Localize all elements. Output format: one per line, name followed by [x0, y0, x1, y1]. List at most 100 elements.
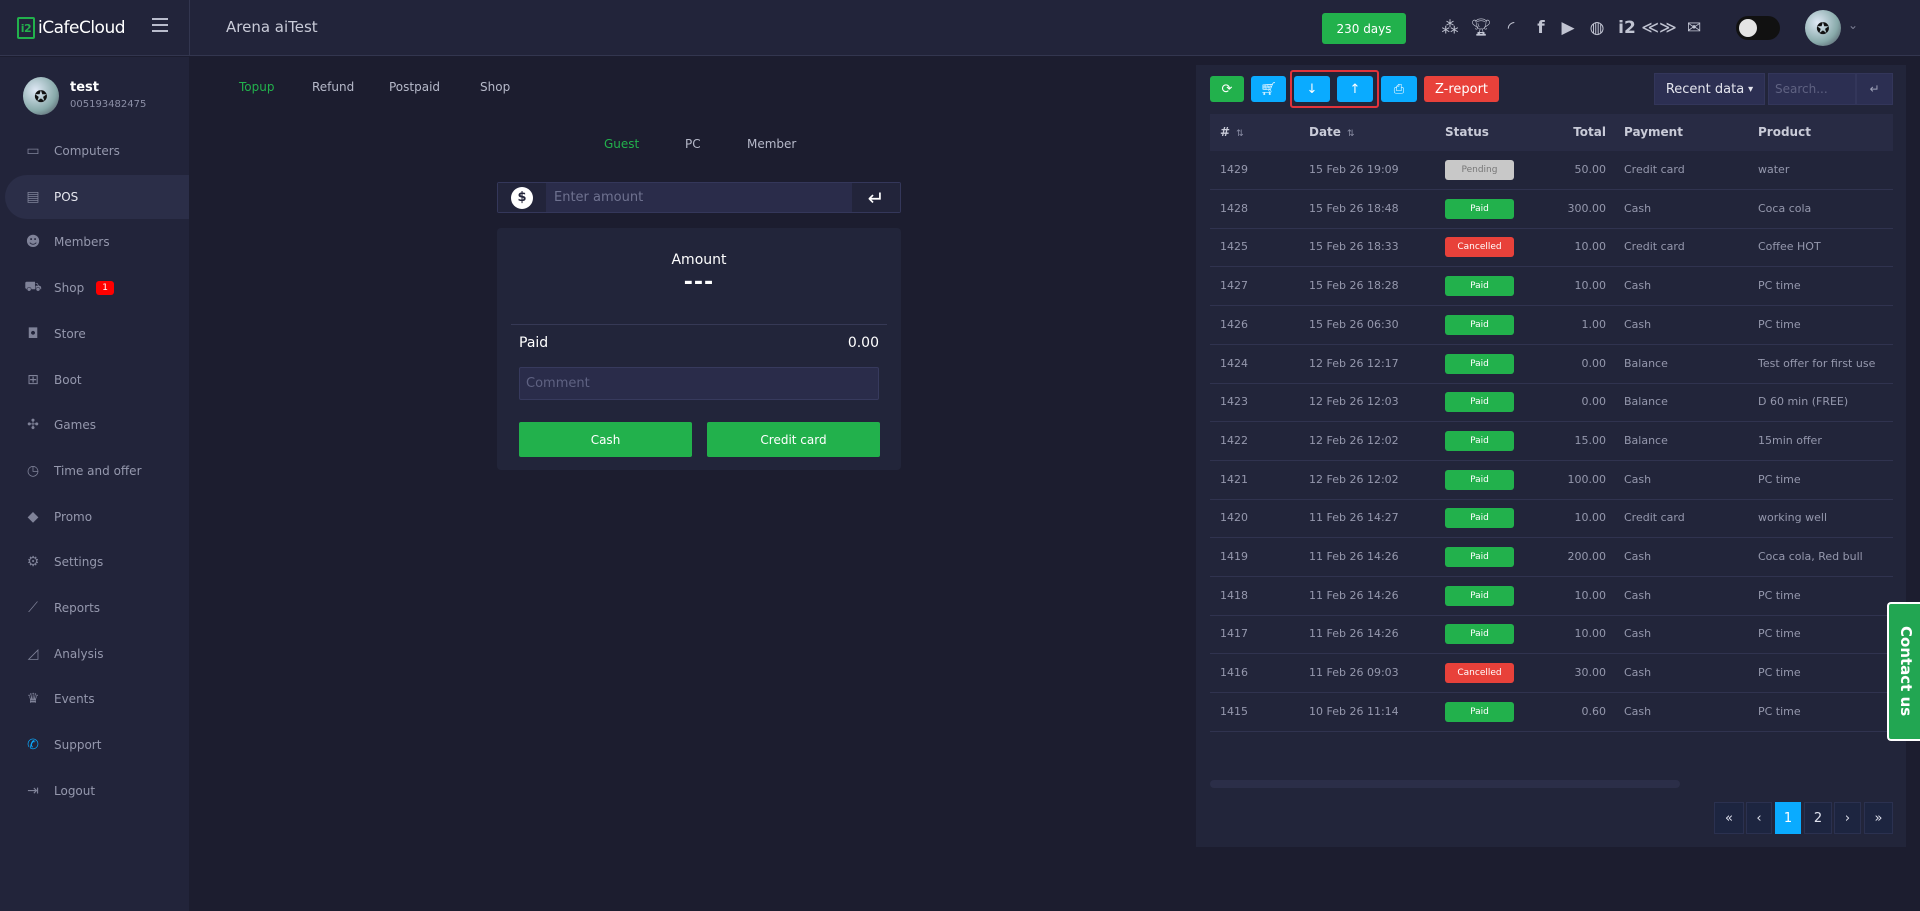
z-report-button[interactable]: Z-report [1424, 76, 1499, 102]
search-input[interactable] [1768, 73, 1856, 105]
print-button[interactable]: ⎙ [1381, 76, 1417, 102]
sidebar-item-support[interactable]: ✆ Support [5, 723, 189, 767]
status-badge: Paid [1445, 314, 1514, 335]
order-total: 10.00 [1574, 511, 1607, 525]
license-days-button[interactable]: 230 days [1322, 13, 1406, 44]
table-row[interactable]: 1424 12 Feb 26 12:17 Paid 0.00 Balance T… [1210, 345, 1893, 384]
page-first[interactable]: « [1714, 802, 1744, 834]
table-row[interactable]: 1428 15 Feb 26 18:48 Paid 300.00 Cash Co… [1210, 190, 1893, 229]
tab-topup[interactable]: Topup [239, 80, 275, 94]
table-row[interactable]: 1423 12 Feb 26 12:03 Paid 0.00 Balance D… [1210, 383, 1893, 423]
subtab-pc[interactable]: PC [685, 137, 701, 151]
sidebar-item-pos[interactable]: ▤ POS [5, 174, 189, 219]
globe-icon[interactable]: ◍ [1589, 18, 1605, 38]
sidebar-item-reports[interactable]: ⟋ Reports [5, 586, 189, 630]
order-date: 15 Feb 26 18:33 [1309, 240, 1399, 254]
sort-icon: ⇅ [1236, 129, 1244, 139]
menu-toggle-icon[interactable] [152, 18, 168, 32]
order-total: 100.00 [1567, 472, 1607, 486]
table-row[interactable]: 1415 10 Feb 26 11:14 Paid 0.60 Cash PC t… [1210, 693, 1893, 732]
cart-button[interactable]: 🛒︎ [1251, 76, 1286, 102]
refresh-button[interactable]: ⟳ [1210, 76, 1244, 102]
sidebar-item-games[interactable]: ✣ Games [5, 403, 189, 447]
page-2[interactable]: 2 [1804, 802, 1832, 834]
table-row[interactable]: 1421 12 Feb 26 12:02 Paid 100.00 Cash PC… [1210, 461, 1893, 500]
sidebar-item-shop[interactable]: ⛟ Shop 1 [5, 266, 189, 310]
search-enter-icon[interactable]: ↵ [1856, 73, 1893, 105]
import-button[interactable]: ↓ [1294, 76, 1330, 102]
credit-card-button[interactable]: Credit card [707, 422, 880, 457]
horizontal-scrollbar[interactable] [1210, 780, 1680, 788]
subtab-guest[interactable]: Guest [604, 137, 640, 151]
table-row[interactable]: 1425 15 Feb 26 18:33 Cancelled 10.00 Cre… [1210, 228, 1893, 268]
sidebar-item-promo[interactable]: ◆ Promo [5, 495, 189, 539]
table-row[interactable]: 1419 11 Feb 26 14:26 Paid 200.00 Cash Co… [1210, 538, 1893, 577]
subtab-member[interactable]: Member [747, 137, 797, 151]
order-product: PC time [1758, 317, 1801, 331]
export-button[interactable]: ↑ [1337, 76, 1373, 102]
logo[interactable]: i2 iCafeCloud [17, 16, 126, 40]
comment-input[interactable] [519, 367, 879, 400]
sidebar-item-members[interactable]: ☻ Members [5, 220, 189, 264]
sidebar-item-settings[interactable]: ⚙ Settings [5, 540, 189, 584]
order-product: PC time [1758, 666, 1801, 680]
leaderboard-icon[interactable]: ⁂ [1441, 18, 1459, 38]
order-date: 15 Feb 26 18:28 [1309, 279, 1399, 293]
youtube-icon[interactable]: ▶ [1561, 18, 1575, 38]
order-date: 11 Feb 26 09:03 [1309, 666, 1399, 680]
dollar-icon: $ [498, 183, 546, 212]
column-payment: Payment [1624, 125, 1683, 139]
page-next[interactable]: › [1834, 802, 1861, 834]
order-date: 15 Feb 26 19:09 [1309, 163, 1399, 176]
range-select[interactable]: Recent data ▾ [1654, 73, 1765, 105]
page-prev[interactable]: ‹ [1746, 802, 1772, 834]
cash-register-icon: ▤ [26, 188, 40, 205]
cash-button[interactable]: Cash [519, 422, 692, 457]
page-last[interactable]: » [1864, 802, 1893, 834]
sidebar-item-computers[interactable]: ▭ Computers [5, 129, 189, 173]
trophy-icon[interactable]: 🏆︎ [1470, 18, 1492, 38]
column-date[interactable]: Date ⇅ [1309, 125, 1355, 139]
page-1[interactable]: 1 [1775, 802, 1801, 834]
table-row[interactable]: 1427 15 Feb 26 18:28 Paid 10.00 Cash PC … [1210, 267, 1893, 307]
icafe-icon[interactable]: i2 [1618, 18, 1636, 38]
table-row[interactable]: 1422 12 Feb 26 12:02 Paid 15.00 Balance … [1210, 422, 1893, 461]
order-id: 1423 [1220, 395, 1248, 409]
order-date: 15 Feb 26 18:48 [1309, 201, 1399, 215]
contact-us-tab[interactable]: Contact us [1887, 602, 1920, 741]
tab-shop[interactable]: Shop [480, 80, 511, 94]
order-product: Coca cola, Red bull [1758, 550, 1863, 563]
sidebar-item-store[interactable]: ◘ Store [5, 312, 189, 356]
sidebar-item-time-and-offer[interactable]: ◷ Time and offer [5, 449, 189, 493]
order-payment: Cash [1624, 550, 1652, 563]
sidebar-item-boot[interactable]: ⊞ Boot [5, 358, 189, 402]
table-row[interactable]: 1417 11 Feb 26 14:26 Paid 10.00 Cash PC … [1210, 615, 1893, 655]
enter-icon[interactable]: ↵ [852, 183, 900, 212]
sidebar-item-analysis[interactable]: ◿ Analysis [5, 632, 189, 676]
sidebar-item-logout[interactable]: ⇥ Logout [5, 769, 189, 813]
facebook-icon[interactable]: f [1537, 18, 1545, 38]
order-id: 1425 [1220, 240, 1248, 254]
order-payment: Credit card [1624, 240, 1685, 254]
tab-postpaid[interactable]: Postpaid [389, 80, 441, 94]
order-id: 1428 [1220, 201, 1248, 215]
table-row[interactable]: 1418 11 Feb 26 14:26 Paid 10.00 Cash PC … [1210, 577, 1893, 616]
chevron-down-icon[interactable]: ⌄ [1848, 18, 1859, 32]
order-date: 15 Feb 26 06:30 [1309, 317, 1399, 331]
table-row[interactable]: 1426 15 Feb 26 06:30 Paid 1.00 Cash PC t… [1210, 306, 1893, 345]
user-avatar[interactable]: ✪ [1805, 10, 1841, 46]
printer-icon: ⎙ [1393, 81, 1405, 97]
table-row[interactable]: 1416 11 Feb 26 09:03 Cancelled 30.00 Cas… [1210, 654, 1893, 694]
rss-icon[interactable]: ◜ [1507, 18, 1515, 38]
mail-icon[interactable]: ✉ [1686, 18, 1702, 38]
tab-refund[interactable]: Refund [312, 80, 355, 94]
partner-icon[interactable]: ≪≫ [1641, 18, 1677, 38]
sidebar-item-events[interactable]: ♛ Events [5, 677, 189, 721]
amount-input[interactable] [546, 183, 852, 212]
site-name: Arena aiTest [226, 18, 318, 36]
table-row[interactable]: 1429 15 Feb 26 19:09 Pending 50.00 Credi… [1210, 151, 1893, 190]
column-id[interactable]: # ⇅ [1220, 125, 1244, 139]
theme-toggle[interactable] [1736, 16, 1780, 40]
sidebar-item-label: Members [54, 235, 110, 250]
table-row[interactable]: 1420 11 Feb 26 14:27 Paid 10.00 Credit c… [1210, 499, 1893, 539]
